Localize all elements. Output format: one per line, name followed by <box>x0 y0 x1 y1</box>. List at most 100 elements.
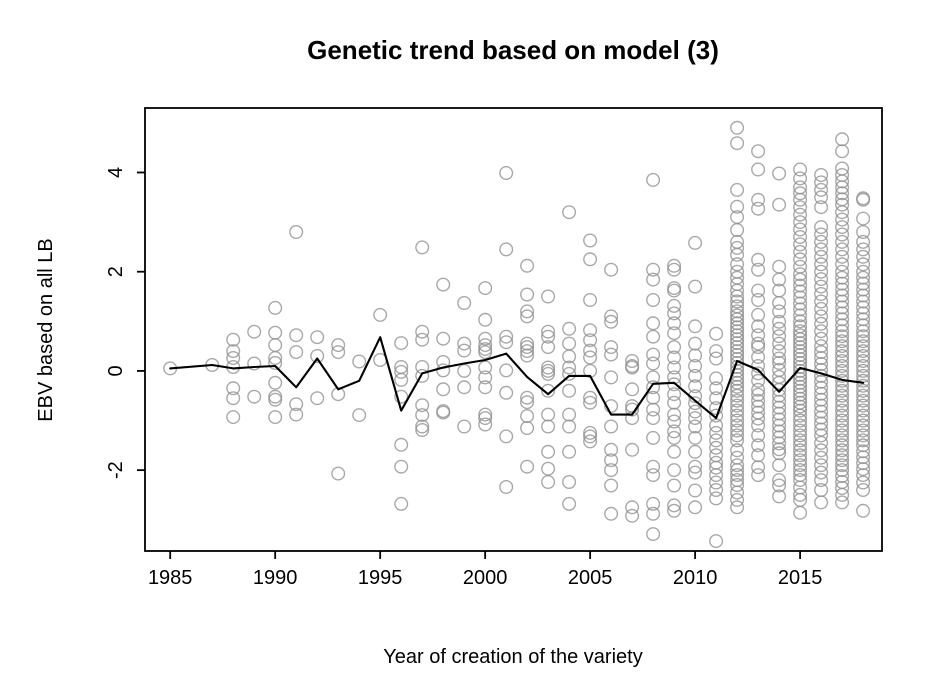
data-point <box>709 326 724 341</box>
data-point <box>730 182 745 197</box>
data-point <box>541 340 556 355</box>
data-point <box>394 437 409 452</box>
data-point <box>793 344 808 359</box>
data-point <box>667 424 682 439</box>
data-point <box>772 351 787 366</box>
scatter-points-layer <box>163 120 871 549</box>
data-point <box>856 398 871 413</box>
data-point <box>814 458 829 473</box>
x-tick-label: 1990 <box>253 567 298 589</box>
data-point <box>730 408 745 423</box>
trend-line-layer <box>169 336 865 420</box>
data-point <box>814 175 829 190</box>
data-point <box>730 332 745 347</box>
data-point <box>856 344 871 359</box>
data-point <box>793 463 808 478</box>
data-point <box>730 294 745 309</box>
data-point <box>793 458 808 473</box>
data-point <box>814 339 829 354</box>
data-point <box>772 458 787 473</box>
data-point <box>289 407 304 422</box>
data-point <box>520 344 535 359</box>
data-point <box>688 404 703 419</box>
data-point <box>772 314 787 329</box>
data-point <box>793 387 808 402</box>
data-point <box>331 466 346 481</box>
data-point <box>793 399 808 414</box>
x-tick-label: 2010 <box>673 567 718 589</box>
data-point <box>583 233 598 248</box>
data-point <box>604 370 619 385</box>
data-point <box>730 478 745 493</box>
data-point <box>856 418 871 433</box>
data-point <box>415 419 430 434</box>
data-point <box>856 468 871 483</box>
data-point <box>268 375 283 390</box>
data-point <box>583 350 598 365</box>
y-tick-label: 2 <box>105 266 127 277</box>
data-point <box>856 354 871 369</box>
data-point <box>793 192 808 207</box>
data-point <box>730 352 745 367</box>
data-point <box>646 370 661 385</box>
data-point <box>541 360 556 375</box>
data-point <box>856 433 871 448</box>
data-point <box>793 428 808 443</box>
data-point <box>562 321 577 336</box>
data-point <box>793 391 808 406</box>
data-point <box>709 468 724 483</box>
data-point <box>856 257 871 272</box>
data-point <box>646 356 661 371</box>
data-point <box>709 448 724 463</box>
data-point <box>856 282 871 297</box>
data-point <box>352 354 367 369</box>
data-point <box>730 344 745 359</box>
data-point <box>541 475 556 490</box>
data-point <box>625 500 640 515</box>
data-point <box>751 307 766 322</box>
data-point <box>688 235 703 250</box>
data-point <box>814 272 829 287</box>
data-point <box>814 200 829 215</box>
data-point <box>793 222 808 237</box>
data-point <box>814 404 829 419</box>
data-point <box>856 234 871 249</box>
data-point <box>709 425 724 440</box>
data-point <box>688 336 703 351</box>
data-point <box>226 351 241 366</box>
data-point <box>835 393 850 408</box>
data-point <box>793 162 808 177</box>
data-point <box>835 433 850 448</box>
data-point <box>604 262 619 277</box>
data-point <box>499 329 514 344</box>
data-point <box>835 205 850 220</box>
data-point <box>856 329 871 344</box>
data-point <box>772 406 787 421</box>
data-point <box>835 487 850 502</box>
data-point <box>604 419 619 434</box>
data-point <box>646 347 661 362</box>
data-point <box>520 395 535 410</box>
plot-frame <box>144 107 883 552</box>
data-point <box>541 461 556 476</box>
data-point <box>709 491 724 506</box>
data-point <box>772 304 787 319</box>
data-point <box>667 350 682 365</box>
y-axis-label: EBV based on all LB <box>35 238 57 421</box>
data-point <box>541 366 556 381</box>
data-point <box>646 496 661 511</box>
data-point <box>310 330 325 345</box>
data-point <box>793 302 808 317</box>
data-point <box>667 298 682 313</box>
data-point <box>646 468 661 483</box>
data-point <box>562 383 577 398</box>
data-point <box>835 294 850 309</box>
data-point <box>583 323 598 338</box>
data-point <box>730 423 745 438</box>
data-point <box>814 473 829 488</box>
data-point <box>562 407 577 422</box>
data-point <box>814 301 829 316</box>
data-point <box>835 363 850 378</box>
data-point <box>793 186 808 201</box>
